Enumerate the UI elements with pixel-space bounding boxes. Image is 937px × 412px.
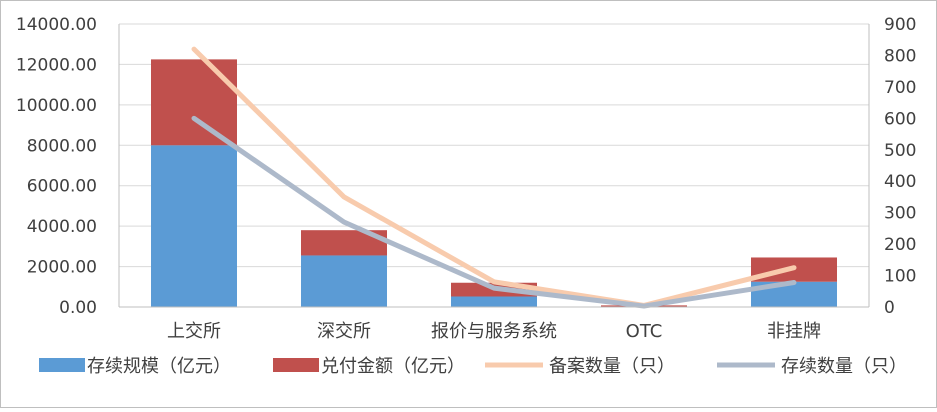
bar-segment-existing-scale	[451, 296, 537, 307]
right-axis-tick-label: 0	[884, 298, 895, 318]
legend-swatch-redeemed-amount	[273, 358, 319, 372]
legend-label: 存续规模（亿元）	[87, 356, 231, 377]
left-axis-tick-label: 14000.00	[16, 15, 97, 35]
right-axis-ticks: 0 100 200 300 400 500 600 700 800 900	[884, 15, 916, 318]
right-axis-tick-label: 600	[884, 109, 916, 129]
right-axis-tick-label: 100	[884, 267, 916, 287]
left-axis-tick-label: 8000.00	[27, 136, 97, 156]
legend-swatch-existing-scale	[39, 358, 85, 372]
category-tick-label: 非挂牌	[767, 321, 821, 342]
right-axis-tick-label: 300	[884, 204, 916, 224]
bars-group	[151, 59, 837, 307]
right-axis-tick-label: 500	[884, 141, 916, 161]
right-axis-tick-label: 200	[884, 235, 916, 255]
right-axis-tick-label: 700	[884, 78, 916, 98]
category-tick-label: 深交所	[317, 321, 371, 342]
left-axis-tick-label: 10000.00	[16, 96, 97, 116]
left-axis-tick-label: 2000.00	[27, 258, 97, 278]
left-axis-tick-label: 4000.00	[27, 217, 97, 237]
left-axis-ticks: 0.00 2000.00 4000.00 6000.00 8000.00 10000.00…	[16, 15, 97, 318]
category-tick-label: OTC	[626, 321, 663, 342]
lines-group	[194, 49, 794, 306]
category-tick-label: 报价与服务系统	[431, 321, 557, 342]
legend-label: 备案数量（只）	[549, 356, 675, 377]
left-axis-tick-label: 0.00	[59, 298, 97, 318]
right-axis-tick-label: 800	[884, 46, 916, 66]
bar-segment-existing-scale	[301, 255, 387, 307]
right-axis-tick-label: 400	[884, 172, 916, 192]
bar-segment-redeemed-amount	[151, 59, 237, 145]
legend-label: 存续数量（只）	[781, 356, 907, 377]
legend: 存续规模（亿元） 兑付金额（亿元） 备案数量（只） 存续数量（只）	[39, 356, 907, 377]
series-line-existing-count	[194, 118, 794, 306]
left-axis-tick-label: 6000.00	[27, 177, 97, 197]
category-tick-label: 上交所	[167, 321, 221, 342]
bar-segment-existing-scale	[151, 145, 237, 307]
category-labels: 上交所 深交所 报价与服务系统 OTC 非挂牌	[167, 321, 821, 342]
legend-label: 兑付金额（亿元）	[321, 356, 465, 377]
right-axis-tick-label: 900	[884, 15, 916, 35]
left-axis-tick-label: 12000.00	[16, 55, 97, 75]
